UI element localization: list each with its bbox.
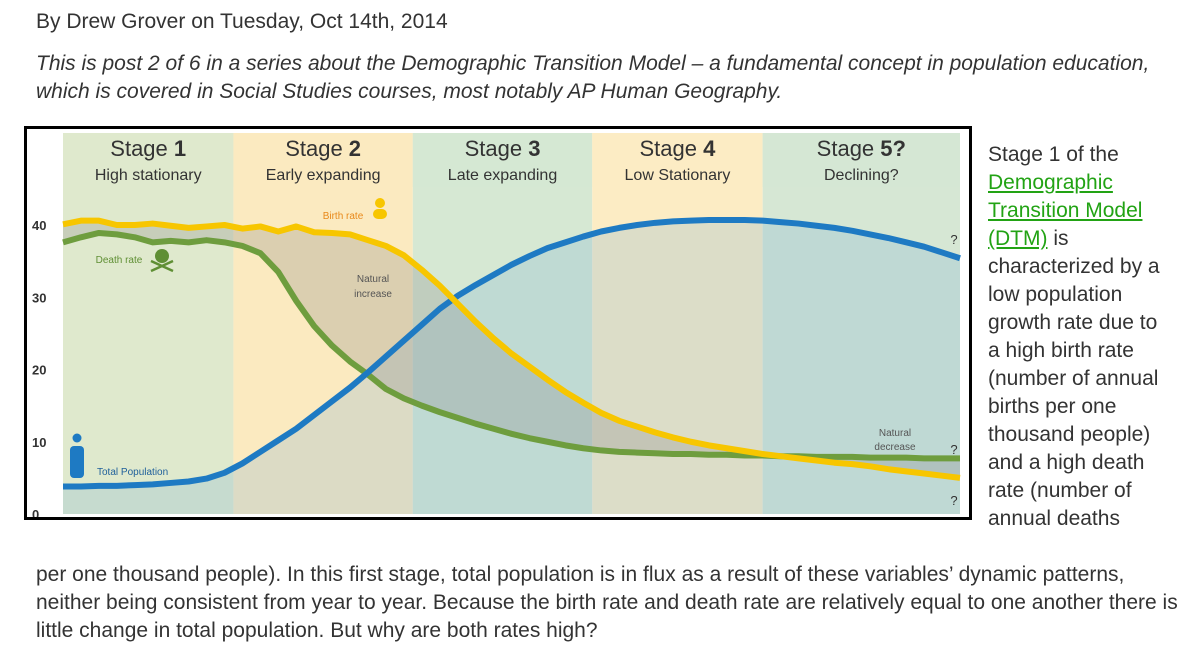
y-tick-0: 0: [32, 507, 39, 517]
stage-2-number: 2: [349, 136, 361, 161]
stage-3-subtitle: Late expanding: [448, 167, 557, 184]
stage-2-subtitle: Early expanding: [266, 167, 381, 184]
death-rate-label: Death rate: [96, 255, 143, 266]
stage-2-title: Stage 2: [285, 136, 361, 161]
stage-3-label: Stage: [465, 136, 529, 161]
stage-3-number: 3: [528, 136, 540, 161]
dtm-link[interactable]: Demographic Transition Model (DTM): [988, 171, 1143, 250]
birth-rate-label: Birth rate: [323, 211, 364, 222]
stage-4-title: Stage 4: [640, 136, 717, 161]
stage-4-label: Stage: [640, 136, 704, 161]
y-tick-20: 20: [32, 363, 46, 378]
stage-band-5: [762, 133, 960, 514]
natural-decrease-label-2: decrease: [874, 442, 916, 453]
post-intro: This is post 2 of 6 in a series about th…: [36, 52, 1150, 103]
dtm-chart-figure: Stage 1 High stationary Stage 2 Early expan…: [24, 126, 972, 520]
baby-icon: [375, 198, 385, 208]
natural-increase-label-1: Natural: [357, 274, 389, 285]
stage-band-1: [63, 133, 234, 514]
side-text-end: is characterized by a low population gro…: [988, 227, 1160, 530]
stage-header-bg-4: [592, 133, 763, 187]
stage-band-3: [412, 133, 593, 514]
stage-header-bg-2: [233, 133, 413, 187]
side-text-start: Stage 1 of the: [988, 143, 1119, 166]
natural-increase-label-2: increase: [354, 289, 392, 300]
dtm-chart: Stage 1 High stationary Stage 2 Early expan…: [32, 133, 961, 517]
stage-5-title: Stage 5?: [817, 136, 906, 161]
stage-5-number: 5?: [880, 136, 906, 161]
stage-1-title: Stage 1: [110, 136, 186, 161]
birth-rate-line: [62, 217, 961, 481]
side-paragraph: Stage 1 of the Demographic Transition Mo…: [988, 141, 1172, 533]
y-tick-30: 30: [32, 290, 46, 305]
question-mark-3: ?: [950, 493, 957, 508]
question-mark-2: ?: [950, 442, 957, 457]
stage-4-number: 4: [703, 136, 716, 161]
natural-decrease-label-1: Natural: [879, 428, 911, 439]
question-mark-1: ?: [950, 232, 957, 247]
death-rate-line: [62, 229, 960, 462]
stage-1-number: 1: [174, 136, 186, 161]
population-area: [63, 219, 960, 514]
person-icon: [72, 433, 82, 443]
stage-header-bg-5: [762, 133, 960, 187]
stage-5-label: Stage: [817, 136, 881, 161]
stage-header-bg-3: [412, 133, 593, 187]
person-icon-body: [70, 446, 84, 478]
y-tick-10: 10: [32, 435, 46, 450]
stage-2-label: Stage: [285, 136, 349, 161]
baby-icon-body: [373, 209, 387, 219]
stage-header-bg-1: [63, 133, 234, 187]
skull-icon: [155, 249, 169, 263]
stage-4-subtitle: Low Stationary: [625, 167, 731, 184]
stage-5-subtitle: Declining?: [824, 167, 899, 184]
y-tick-40: 40: [32, 218, 46, 233]
total-population-label: Total Population: [97, 467, 168, 478]
skull-icon-bone-2: [150, 259, 174, 273]
stage-1-subtitle: High stationary: [95, 167, 202, 184]
total-population-line: [63, 216, 961, 490]
stage-3-title: Stage 3: [465, 136, 541, 161]
post-byline: By Drew Grover on Tuesday, Oct 14th, 201…: [36, 10, 448, 33]
stage-1-label: Stage: [110, 136, 174, 161]
body-paragraph: per one thousand people). In this first …: [36, 563, 1178, 642]
